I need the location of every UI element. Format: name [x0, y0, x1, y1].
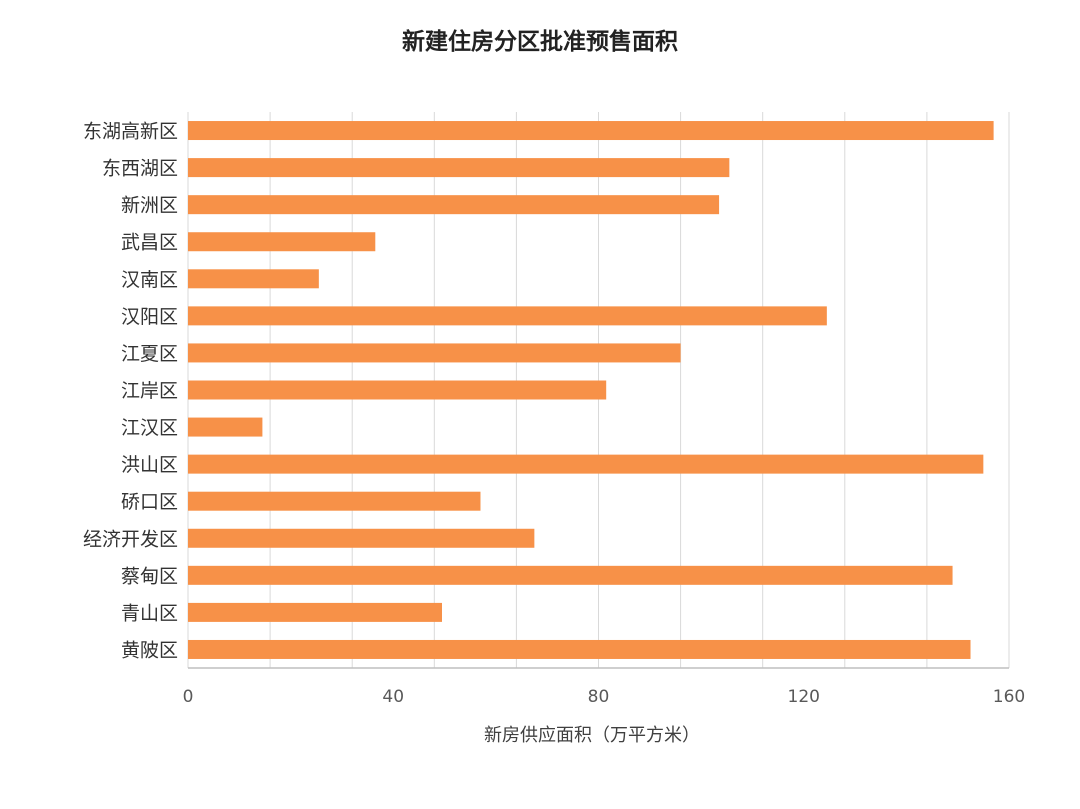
bar [188, 602, 442, 622]
bar [188, 491, 481, 511]
bar [188, 306, 827, 326]
bar [188, 343, 681, 363]
bar [188, 195, 720, 215]
category-label: 汉南区 [121, 269, 178, 291]
category-label: 江夏区 [121, 343, 178, 365]
chart-title: 新建住房分区批准预售面积 [402, 28, 678, 55]
category-label: 江岸区 [121, 380, 178, 402]
bars [188, 121, 994, 659]
bar [188, 232, 376, 252]
bar [188, 269, 319, 289]
category-label: 洪山区 [121, 454, 178, 476]
bar [188, 528, 535, 548]
category-label: 汉阳区 [121, 306, 178, 328]
category-label: 江汉区 [121, 417, 178, 439]
x-tick-label: 40 [382, 687, 404, 707]
category-label: 新洲区 [121, 195, 178, 217]
x-tick-label: 160 [993, 687, 1025, 707]
x-tick-label: 80 [588, 687, 610, 707]
category-label: 经济开发区 [83, 528, 178, 550]
bar [188, 158, 730, 178]
bar [188, 380, 607, 400]
x-tick-labels: 0 40 80 120 160 [183, 687, 1026, 707]
x-tick-label: 120 [788, 687, 820, 707]
category-label: 蔡甸区 [121, 565, 178, 587]
x-axis-title: 新房供应面积（万平方米） [484, 725, 700, 746]
category-label: 东西湖区 [102, 158, 178, 180]
category-label: 硚口区 [121, 491, 178, 513]
category-labels: 东湖高新区东西湖区新洲区武昌区汉南区汉阳区江夏区江岸区江汉区洪山区硚口区经济开发… [83, 121, 178, 662]
category-label: 东湖高新区 [83, 121, 178, 143]
bar [188, 121, 994, 141]
bar [188, 639, 971, 659]
bar [188, 565, 953, 585]
category-label: 武昌区 [121, 232, 178, 254]
bar [188, 417, 263, 437]
category-label: 黄陂区 [121, 639, 178, 661]
bar [188, 454, 984, 474]
category-label: 青山区 [121, 602, 178, 624]
x-tick-label: 0 [183, 687, 194, 707]
